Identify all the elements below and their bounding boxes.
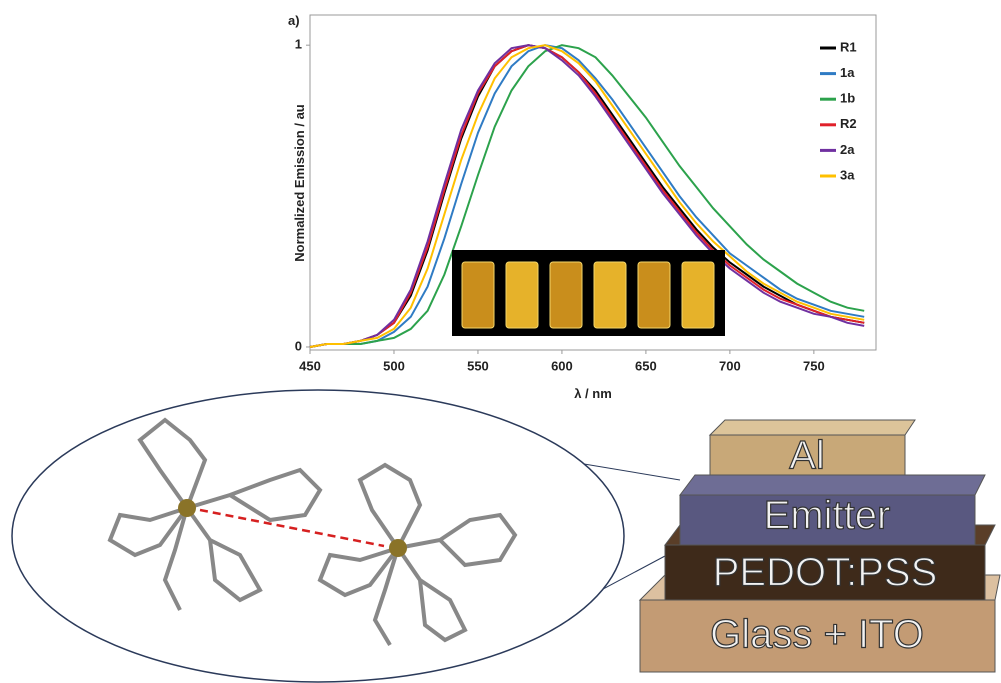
layer-label: PEDOT:PSS [713, 551, 938, 595]
legend-label: R2 [840, 116, 857, 131]
zoom-ellipse [12, 390, 624, 682]
vial [638, 262, 670, 328]
metal-atom [178, 499, 196, 517]
x-tick-label: 600 [551, 358, 573, 373]
x-tick-label: 450 [299, 358, 321, 373]
inset-photo [452, 250, 725, 336]
layer-top [680, 475, 985, 495]
x-axis-title: λ / nm [574, 386, 612, 401]
vial [462, 262, 494, 328]
figure: Al Emitter PEDOT:PSS Glass + ITO a) λ / … [0, 0, 1001, 683]
vial [550, 262, 582, 328]
x-tick-label: 500 [383, 358, 405, 373]
y-axis-title: Normalized Emission / au [292, 104, 307, 262]
x-tick-label: 750 [803, 358, 825, 373]
x-tick-label: 700 [719, 358, 741, 373]
legend-label: 2a [840, 142, 855, 157]
legend-label: 1b [840, 91, 855, 106]
layer-label: Al [789, 434, 825, 478]
x-tick-label: 650 [635, 358, 657, 373]
vial [506, 262, 538, 328]
legend-label: 3a [840, 167, 855, 182]
y-tick-label: 1 [295, 37, 302, 52]
y-tick-label: 0 [295, 338, 302, 353]
legend-label: R1 [840, 39, 857, 54]
panel-label: a) [288, 13, 300, 28]
legend-label: 1a [840, 65, 855, 80]
metal-atom [389, 539, 407, 557]
vial [594, 262, 626, 328]
molecule-panel [12, 390, 680, 682]
layer-label: Emitter [764, 494, 891, 538]
vial [682, 262, 714, 328]
x-tick-label: 550 [467, 358, 489, 373]
device-stack: Al Emitter PEDOT:PSS Glass + ITO [640, 420, 1000, 672]
chart: a) λ / nm Normalized Emission / au 450 50… [288, 13, 876, 401]
layer-label: Glass + ITO [710, 613, 924, 657]
